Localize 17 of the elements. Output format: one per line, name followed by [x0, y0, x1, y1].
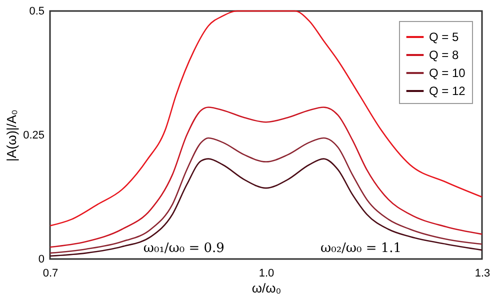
- x-tick-label: 1.0: [258, 268, 274, 280]
- legend-label: Q = 12: [429, 84, 466, 98]
- x-tick-label: 0.7: [42, 268, 58, 280]
- x-axis-title: ω/ω₀: [252, 280, 282, 296]
- legend-label: Q = 8: [429, 48, 460, 62]
- legend-label: Q = 10: [429, 66, 466, 80]
- legend-label: Q = 5: [429, 30, 460, 44]
- y-tick-label: 0: [38, 254, 44, 266]
- x-tick-label: 1.3: [474, 268, 490, 280]
- y-tick-label: 0.25: [23, 130, 44, 142]
- line-series: [49, 158, 483, 257]
- line-series: [49, 137, 483, 254]
- y-tick-label: 0.5: [29, 6, 44, 18]
- line-series: [49, 10, 483, 226]
- annotation: ω₀₂/ω₀ = 1.1: [320, 241, 402, 256]
- y-axis-title: |A(ω)|/A₀: [4, 110, 20, 162]
- annotation: ω₀₁/ω₀ = 0.9: [143, 241, 224, 256]
